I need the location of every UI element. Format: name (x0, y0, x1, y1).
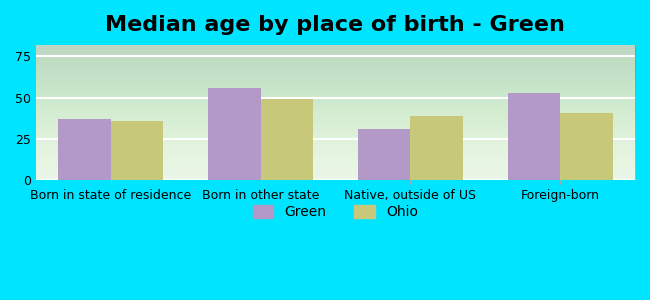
Title: Median age by place of birth - Green: Median age by place of birth - Green (105, 15, 566, 35)
Bar (208, 88, 261, 180)
Bar (508, 93, 560, 180)
Bar (358, 129, 410, 180)
Bar (560, 112, 612, 180)
Bar (261, 99, 313, 180)
Bar (111, 121, 163, 180)
Legend: Green, Ohio: Green, Ohio (247, 200, 424, 225)
Bar (58, 119, 110, 180)
Bar (410, 116, 463, 180)
